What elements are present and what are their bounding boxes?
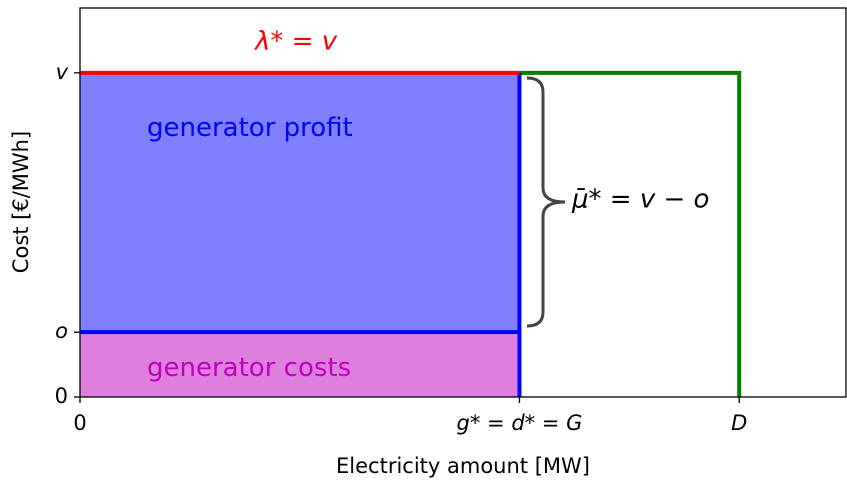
x-tick-label: D bbox=[731, 411, 747, 435]
area bbox=[80, 332, 520, 397]
y-tick-label: 0 bbox=[55, 384, 68, 408]
frame bbox=[79, 7, 847, 398]
y-tick-label: o bbox=[55, 319, 68, 343]
y-axis-label: Cost [€/MWh] bbox=[9, 131, 33, 273]
plot-area: generator profit generator costs 0 g* = d* … bbox=[55, 7, 847, 435]
annotation: λ* = v bbox=[253, 27, 338, 57]
brace bbox=[526, 76, 566, 328]
x-tick-label: g* = d* = G bbox=[457, 411, 583, 435]
annotation: μ̄* = v − o bbox=[571, 185, 709, 215]
line bbox=[519, 70, 742, 397]
area-label: generator profit bbox=[147, 113, 353, 143]
y-tick-label: v bbox=[56, 60, 69, 84]
area-label: generator costs bbox=[147, 353, 351, 383]
area bbox=[80, 72, 520, 333]
x-tick-label: 0 bbox=[73, 411, 86, 435]
x-axis-label: Electricity amount [MW] bbox=[336, 454, 590, 478]
line bbox=[80, 72, 522, 397]
